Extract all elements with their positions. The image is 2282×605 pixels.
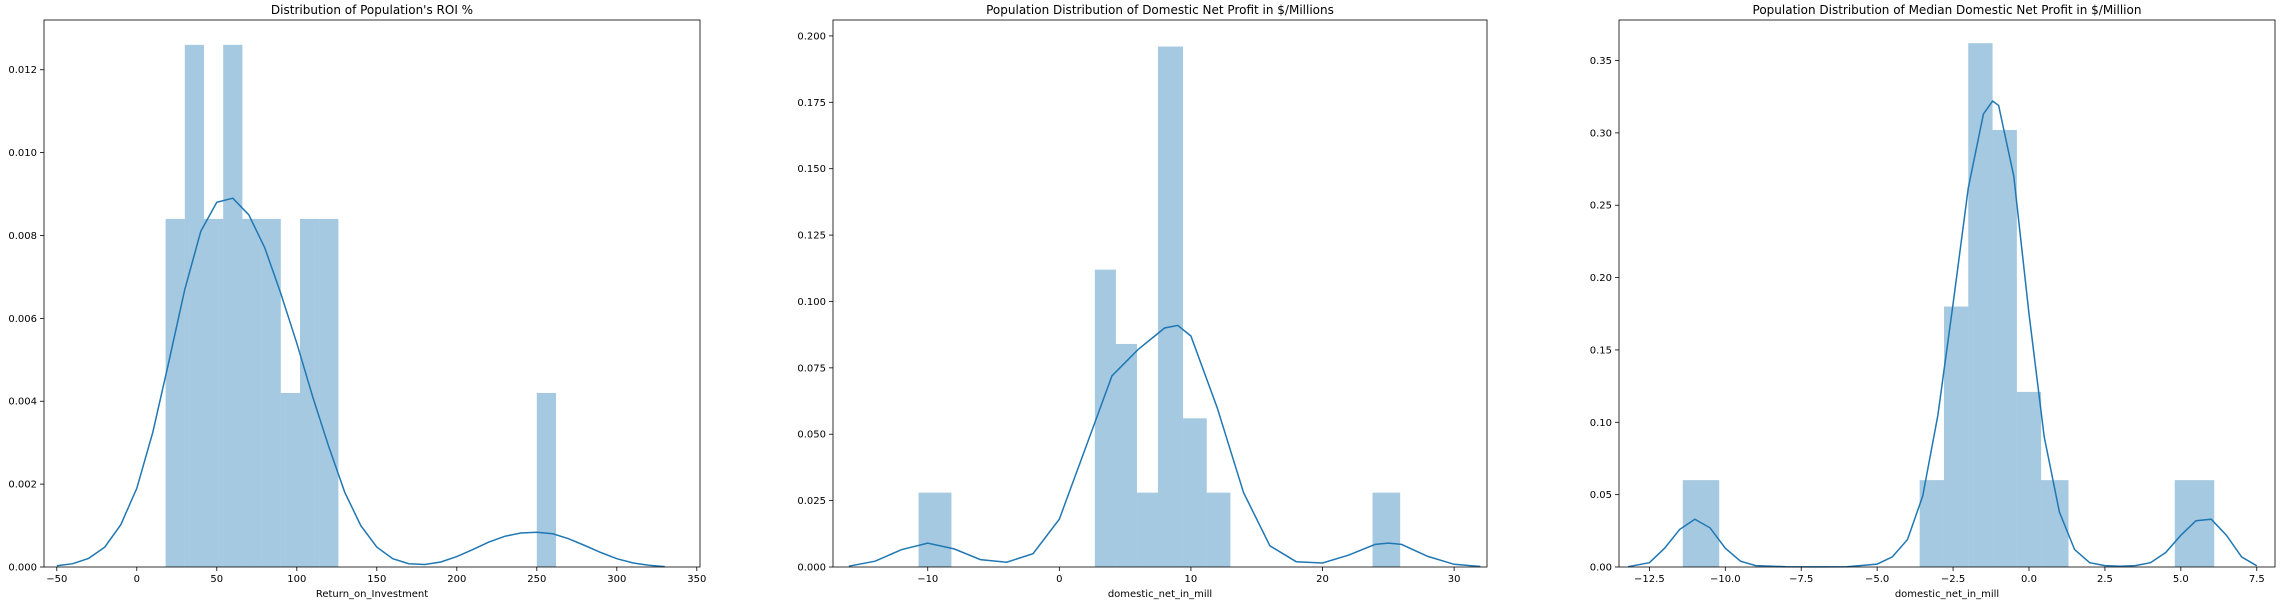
x-axis-label: domestic_net_in_mill bbox=[1895, 589, 1999, 600]
histogram-bar bbox=[2016, 391, 2042, 567]
x-tick-label: 50 bbox=[210, 574, 223, 585]
y-tick-label: 0.35 bbox=[1590, 56, 1612, 67]
y-tick-label: 0.25 bbox=[1590, 201, 1612, 212]
x-tick-label: 20 bbox=[1316, 574, 1329, 585]
x-tick-label: 0 bbox=[134, 574, 140, 585]
histogram-bar bbox=[184, 44, 204, 567]
histogram-bar bbox=[319, 218, 339, 567]
y-tick-label: 0.05 bbox=[1590, 490, 1612, 501]
kde-line bbox=[848, 324, 1481, 568]
histogram-bar bbox=[1372, 492, 1401, 567]
y-tick-label: 0.025 bbox=[797, 496, 826, 507]
histogram-bar bbox=[261, 218, 281, 567]
axes-frame bbox=[43, 19, 701, 568]
y-tick-label: 0.125 bbox=[797, 231, 826, 242]
chart-panel-3: −12.5 −10.0 −7.5 −5.0 −2.5 0.0 2.5 5.0 7.5 0.00 0.… bbox=[1590, 3, 2276, 600]
x-tick-label: −50 bbox=[46, 574, 67, 585]
x-axis-label: Return_on_Investment bbox=[316, 589, 428, 600]
histogram-bar bbox=[1158, 46, 1184, 567]
y-tick-label: 0.20 bbox=[1590, 273, 1612, 284]
axes-frame bbox=[832, 19, 1488, 568]
histogram-bar bbox=[165, 218, 185, 567]
histogram-bar bbox=[204, 218, 224, 567]
chart-title: Population Distribution of Median Domest… bbox=[1753, 3, 2142, 17]
axes-frame bbox=[1618, 19, 2276, 568]
y-tick-label: 0.30 bbox=[1590, 128, 1612, 139]
y-tick-label: 0.075 bbox=[797, 363, 826, 374]
y-tick-label: 0.10 bbox=[1590, 418, 1612, 429]
y-tick-label: 0.00 bbox=[1590, 563, 1612, 574]
histogram-bar bbox=[918, 492, 952, 567]
x-tick-label: 10 bbox=[1185, 574, 1198, 585]
histogram-bar bbox=[536, 392, 556, 567]
histogram-bar bbox=[1115, 343, 1137, 567]
histogram-bar bbox=[1183, 418, 1207, 567]
x-tick-label: 250 bbox=[527, 574, 546, 585]
x-tick-label: 150 bbox=[367, 574, 386, 585]
y-tick-label: 0.15 bbox=[1590, 345, 1612, 356]
x-tick-label: −7.5 bbox=[1789, 574, 1813, 585]
x-tick-label: 350 bbox=[687, 574, 706, 585]
histogram-bar bbox=[1943, 306, 1969, 567]
y-tick-label: 0.006 bbox=[8, 314, 37, 325]
chart-panel-2: −10 0 10 20 30 0.000 0.025 0.050 0.075 0.100 0.125… bbox=[797, 3, 1488, 600]
x-tick-label: −2.5 bbox=[1941, 574, 1965, 585]
chart-title: Distribution of Population's ROI % bbox=[271, 3, 473, 17]
x-tick-label: 7.5 bbox=[2249, 574, 2265, 585]
histogram-bar bbox=[300, 218, 320, 567]
y-tick-label: 0.150 bbox=[797, 164, 826, 175]
y-tick-label: 0.004 bbox=[8, 397, 37, 408]
y-tick-label: 0.000 bbox=[797, 563, 826, 574]
histogram-bar bbox=[280, 392, 300, 567]
histogram-bar bbox=[2174, 480, 2215, 567]
x-tick-label: −10.0 bbox=[1710, 574, 1741, 585]
chart-title: Population Distribution of Domestic Net … bbox=[986, 3, 1334, 17]
histogram-bar bbox=[1136, 492, 1159, 567]
y-tick-label: 0.010 bbox=[8, 148, 37, 159]
y-tick-label: 0.050 bbox=[797, 430, 826, 441]
x-tick-label: 200 bbox=[447, 574, 466, 585]
x-axis-label: domestic_net_in_mill bbox=[1108, 589, 1212, 600]
histogram-bar bbox=[1992, 129, 2017, 568]
histogram-bar bbox=[1094, 269, 1116, 567]
y-tick-label: 0.000 bbox=[8, 563, 37, 574]
y-tick-label: 0.100 bbox=[797, 297, 826, 308]
y-tick-label: 0.002 bbox=[8, 480, 37, 491]
x-tick-label: −5.0 bbox=[1865, 574, 1889, 585]
x-tick-label: 0.0 bbox=[2021, 574, 2037, 585]
x-tick-label: 300 bbox=[607, 574, 626, 585]
x-tick-label: −12.5 bbox=[1634, 574, 1665, 585]
histogram-bar bbox=[1968, 43, 1993, 567]
chart-panel-1: −50 0 50 100 150 200 250 300 350 0.000 0.002 0.004 0… bbox=[8, 3, 706, 600]
x-tick-label: 5.0 bbox=[2173, 574, 2189, 585]
x-tick-label: 0 bbox=[1056, 574, 1062, 585]
histogram-bar bbox=[223, 44, 243, 567]
y-tick-label: 0.012 bbox=[8, 65, 37, 76]
histogram-bar bbox=[1206, 492, 1231, 567]
y-tick-label: 0.200 bbox=[797, 31, 826, 42]
histogram-bar bbox=[242, 218, 262, 567]
x-tick-label: −10 bbox=[917, 574, 938, 585]
x-tick-label: 2.5 bbox=[2097, 574, 2113, 585]
x-tick-label: 100 bbox=[287, 574, 306, 585]
kde-line bbox=[56, 197, 665, 568]
y-tick-label: 0.175 bbox=[797, 98, 826, 109]
x-tick-label: 30 bbox=[1448, 574, 1461, 585]
kde-line bbox=[1627, 99, 2258, 568]
y-tick-label: 0.008 bbox=[8, 231, 37, 242]
